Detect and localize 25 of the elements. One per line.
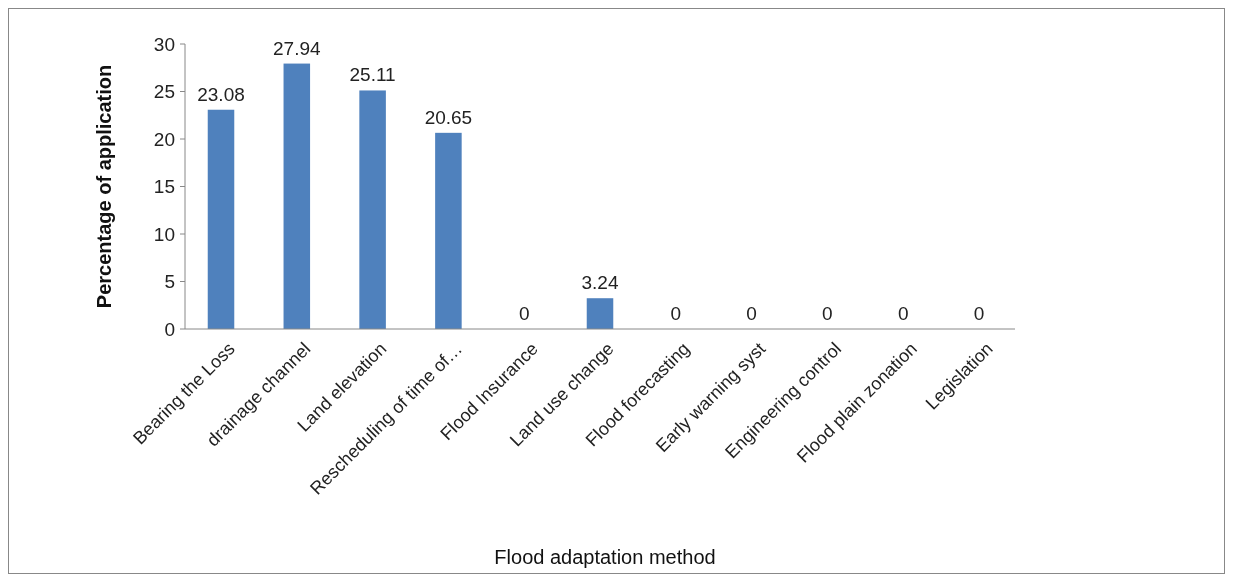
data-label: 0 [897,303,909,324]
y-tick-label: 0 [164,318,175,340]
bar [435,132,462,329]
y-tick-label: 15 [153,176,175,198]
data-label: 23.08 [197,83,245,105]
y-tick-label: 10 [153,223,175,245]
y-axis-title: Percentage of application [93,64,115,309]
data-label: 0 [973,303,985,324]
data-label: 20.65 [424,106,473,128]
y-tick-label: 20 [153,128,175,150]
data-label: 25.11 [349,64,396,86]
y-tick-label: 25 [153,81,175,103]
data-label: 0 [518,303,530,324]
data-label: 0 [822,303,833,324]
data-label: 3.24 [581,272,619,294]
bar [586,298,614,329]
y-tick-label: 30 [153,33,175,55]
bar [207,109,235,329]
y-tick-label: 5 [164,271,175,293]
data-label: 27.94 [273,37,322,59]
x-axis-title: Flood adaptation method [494,546,716,568]
bar [283,63,311,329]
data-label: 0 [670,303,682,324]
bar [359,90,386,329]
data-label: 0 [746,303,757,324]
